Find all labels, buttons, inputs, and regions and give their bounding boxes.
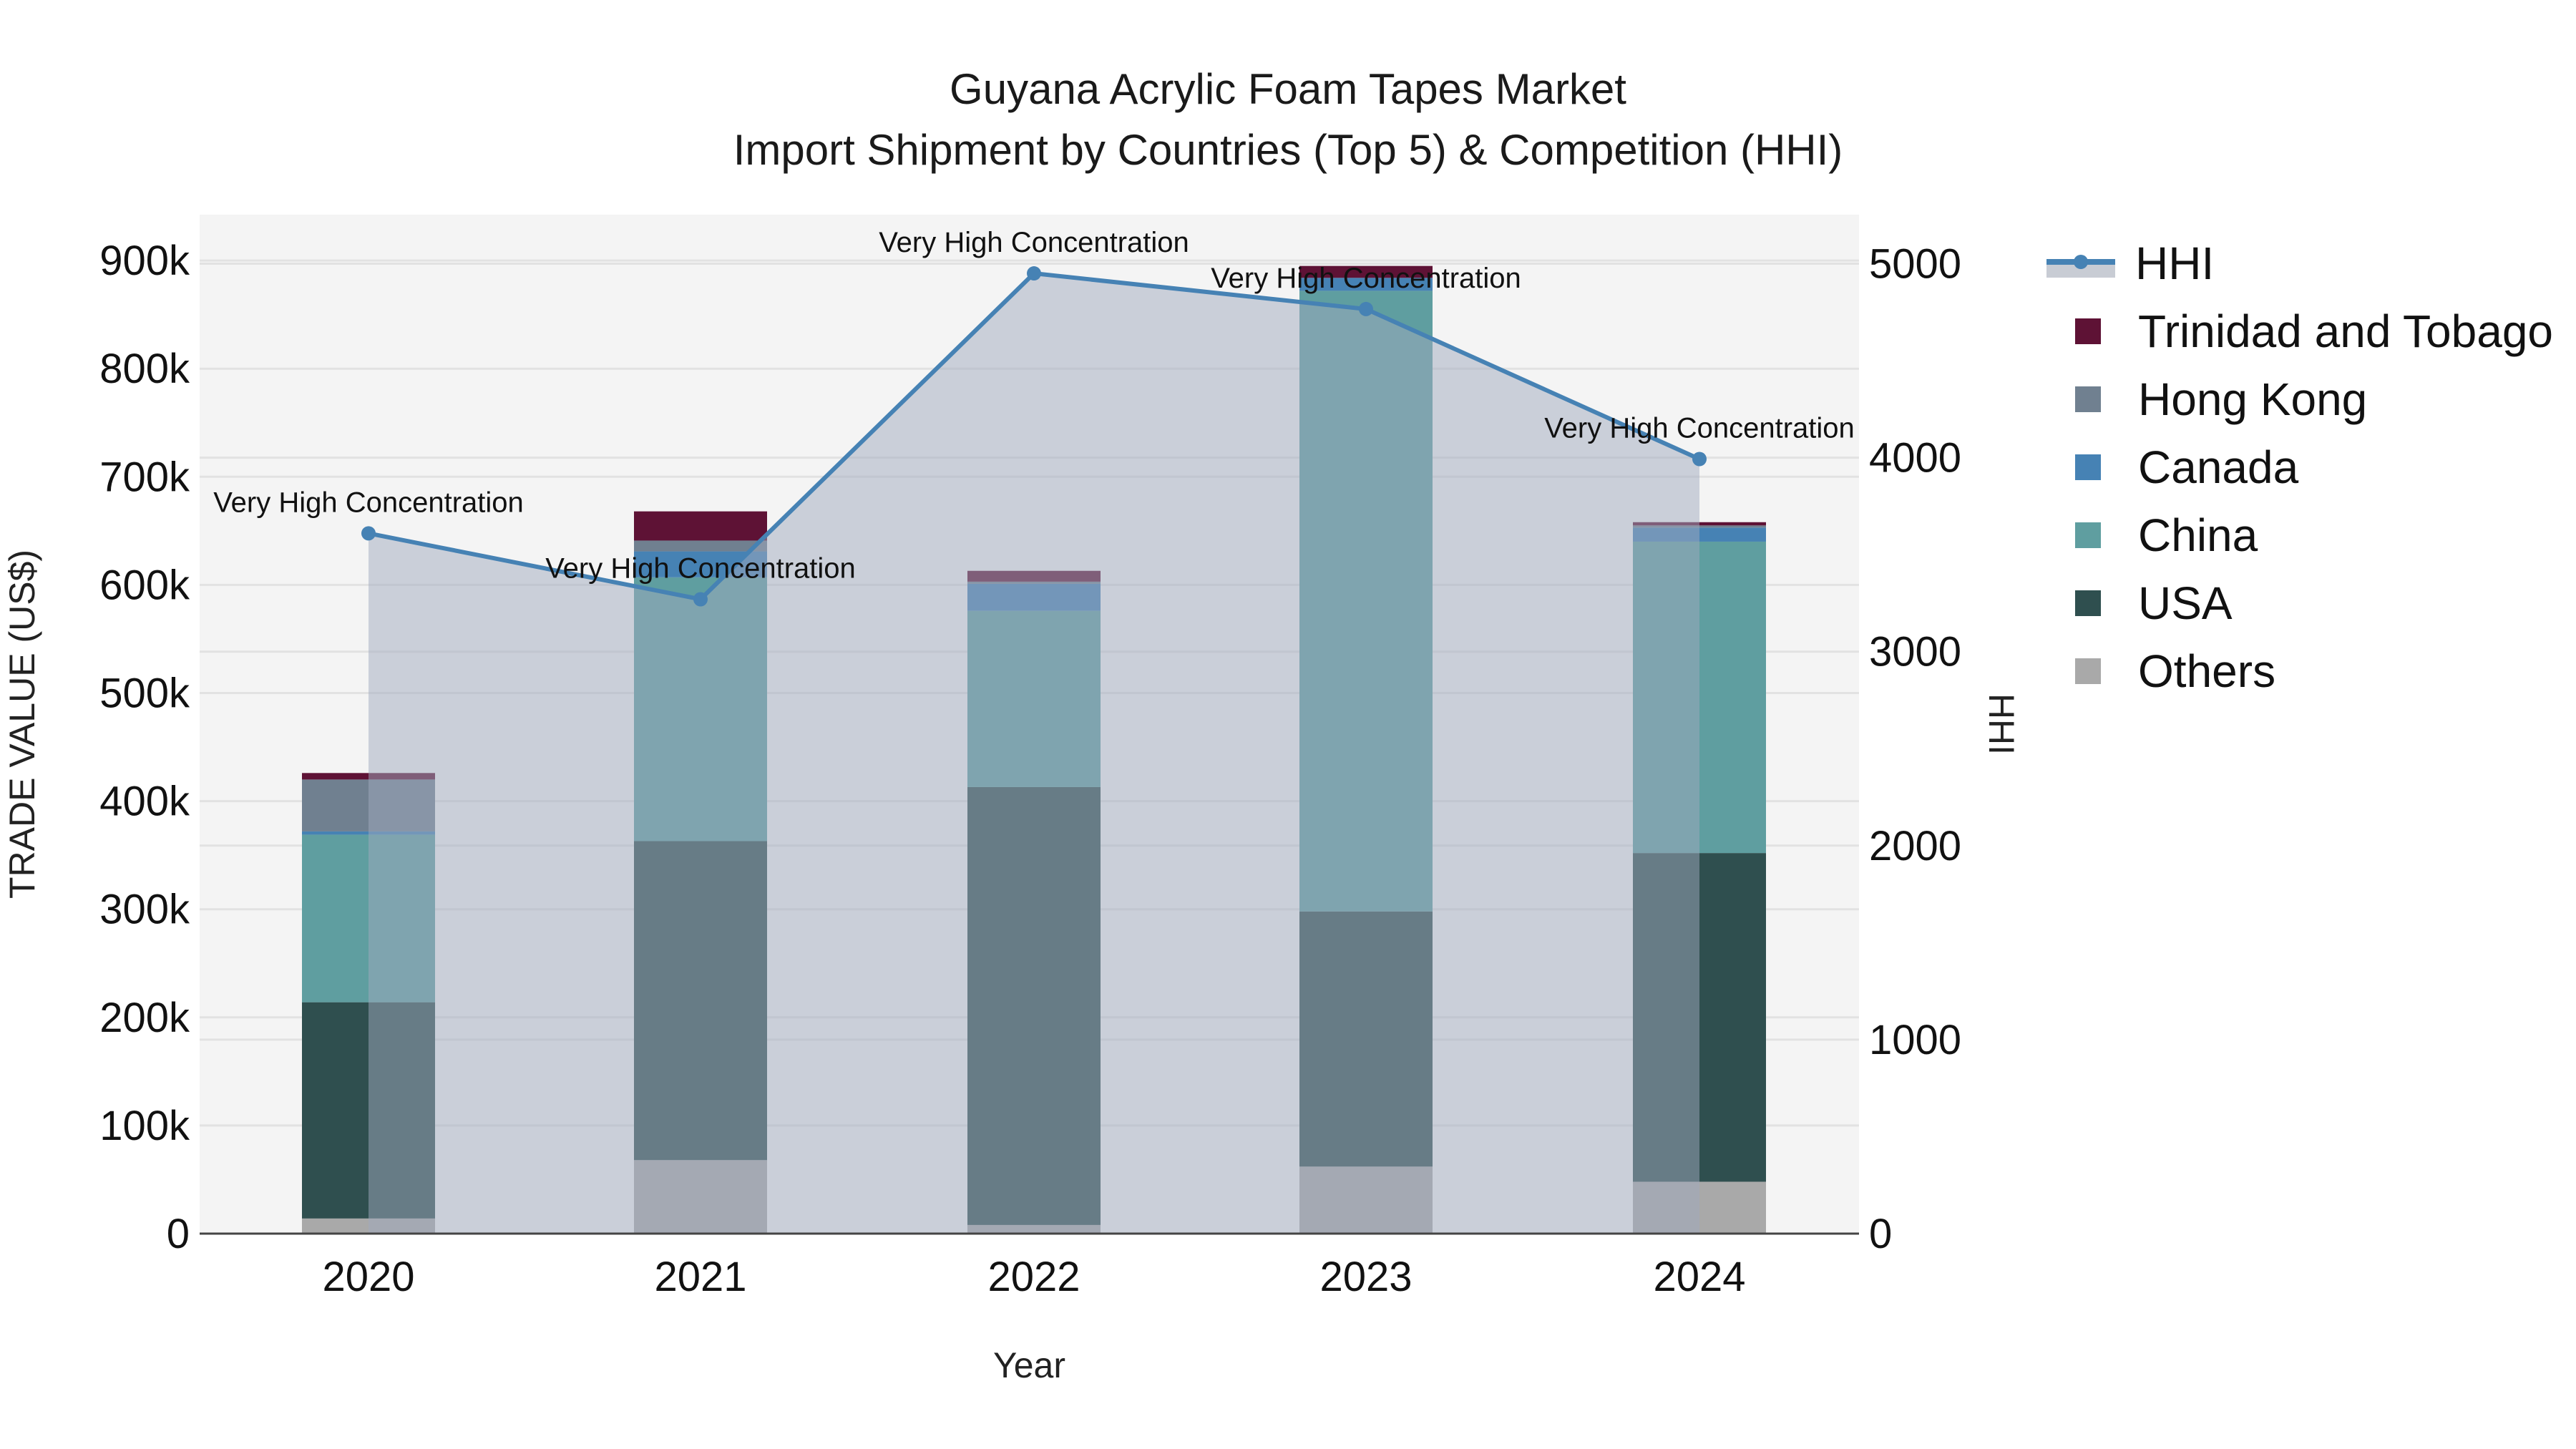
hhi-marker[interactable] — [693, 592, 708, 607]
hhi-marker[interactable] — [361, 526, 376, 541]
chart-title: Guyana Acrylic Foam Tapes Market — [950, 65, 1626, 113]
y-left-tick: 400k — [99, 779, 190, 825]
color-swatch-icon — [2075, 522, 2101, 548]
y-right-tick: 0 — [1869, 1211, 1892, 1257]
x-tick: 2021 — [654, 1254, 746, 1300]
x-tick: 2023 — [1319, 1254, 1412, 1300]
x-tick: 2020 — [322, 1254, 414, 1300]
hhi-annotation: Very High Concentration — [1211, 263, 1521, 294]
hhi-marker[interactable] — [1027, 266, 1041, 281]
x-tick: 2024 — [1653, 1254, 1745, 1300]
y-left-axis-title: TRADE VALUE (US$) — [2, 550, 42, 899]
y-left-tick: 0 — [167, 1211, 190, 1257]
y-left-tick: 300k — [99, 887, 190, 933]
y-right-tick: 2000 — [1869, 823, 1961, 869]
x-axis-title: Year — [993, 1345, 1065, 1385]
bar-segment-hong-kong[interactable] — [634, 540, 767, 552]
bar-segment-trinidad-and-tobago[interactable] — [1299, 265, 1433, 278]
legend-item-china[interactable]: China — [2046, 501, 2553, 569]
legend-label: Canada — [2138, 441, 2299, 493]
y-left-tick: 100k — [99, 1103, 190, 1149]
bar-segment-canada[interactable] — [1299, 278, 1433, 291]
legend-label: Others — [2138, 645, 2276, 697]
hhi-marker[interactable] — [1359, 301, 1373, 316]
hhi-marker[interactable] — [1692, 452, 1707, 467]
legend: HHI Trinidad and Tobago Hong Kong Canada Chi… — [2046, 229, 2553, 705]
legend-label: HHI — [2135, 237, 2215, 289]
legend-label: China — [2138, 509, 2258, 561]
color-swatch-icon — [2075, 590, 2101, 616]
x-tick: 2022 — [987, 1254, 1080, 1300]
line-marker-icon — [2046, 249, 2115, 278]
legend-item-hhi[interactable]: HHI — [2046, 229, 2553, 297]
hhi-area — [369, 273, 1699, 1234]
y-right-tick: 1000 — [1869, 1017, 1961, 1063]
chart-subtitle: Import Shipment by Countries (Top 5) & C… — [733, 126, 1843, 174]
hhi-annotation: Very High Concentration — [545, 553, 856, 585]
y-right-tick: 5000 — [1869, 241, 1961, 288]
hhi-annotation: Very High Concentration — [879, 227, 1189, 258]
y-left-tick: 200k — [99, 995, 190, 1041]
legend-label: USA — [2138, 577, 2233, 629]
color-swatch-icon — [2075, 386, 2101, 412]
legend-item-trinidad-and-tobago[interactable]: Trinidad and Tobago — [2046, 297, 2553, 365]
legend-item-others[interactable]: Others — [2046, 637, 2553, 705]
hhi-annotation: Very High Concentration — [1544, 412, 1855, 444]
y-right-axis-title: HHI — [1981, 693, 2021, 755]
y-right-tick: 4000 — [1869, 435, 1961, 482]
legend-label: Hong Kong — [2138, 373, 2368, 425]
y-left-tick: 800k — [99, 346, 190, 392]
y-left-tick: 500k — [99, 670, 190, 717]
legend-label: Trinidad and Tobago — [2138, 305, 2553, 357]
color-swatch-icon — [2075, 454, 2101, 480]
color-swatch-icon — [2075, 658, 2101, 684]
y-right-tick: 3000 — [1869, 629, 1961, 675]
legend-item-usa[interactable]: USA — [2046, 569, 2553, 637]
bar-segment-trinidad-and-tobago[interactable] — [634, 511, 767, 541]
hhi-annotation: Very High Concentration — [213, 487, 524, 518]
y-left-tick: 900k — [99, 238, 190, 284]
y-left-tick: 600k — [99, 562, 190, 608]
y-left-tick: 700k — [99, 454, 190, 500]
legend-item-canada[interactable]: Canada — [2046, 433, 2553, 501]
color-swatch-icon — [2075, 318, 2101, 344]
legend-item-hong-kong[interactable]: Hong Kong — [2046, 365, 2553, 433]
